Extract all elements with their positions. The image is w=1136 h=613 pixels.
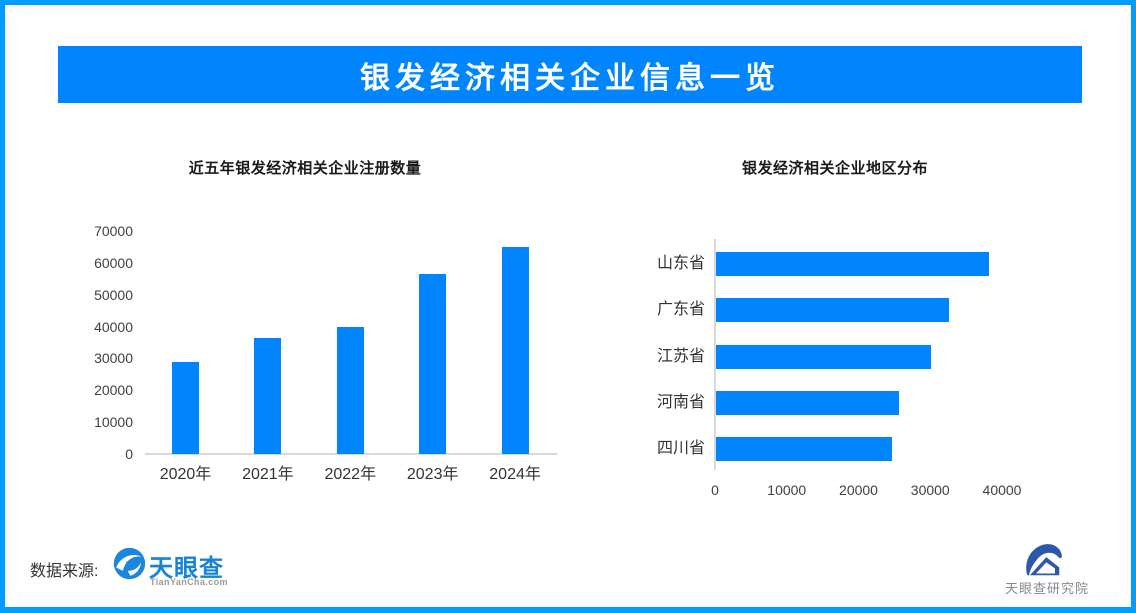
bar xyxy=(716,252,989,276)
bar xyxy=(716,437,892,462)
x-axis-category-label: 2022年 xyxy=(324,466,377,483)
chart2-title: 银发经济相关企业地区分布 xyxy=(741,160,928,177)
y-axis-tick-label: 60000 xyxy=(94,254,133,271)
x-axis-tick-label: 10000 xyxy=(767,482,807,498)
x-axis-tick-label: 0 xyxy=(711,482,719,498)
bar xyxy=(501,246,529,454)
x-axis-category-label: 2024年 xyxy=(489,466,541,483)
x-axis-category-label: 2020年 xyxy=(159,466,212,483)
x-axis-line xyxy=(145,453,557,455)
bar xyxy=(716,344,932,369)
chart1-title: 近五年银发经济相关企业注册数量 xyxy=(188,160,422,177)
title-banner: 银发经济相关企业信息一览 xyxy=(58,46,1082,103)
tianyancha-logo-url: TianYanCha.com xyxy=(150,577,228,587)
research-institute-logo-text: 天眼查研究院 xyxy=(1004,581,1089,596)
bar xyxy=(172,361,199,454)
y-axis-tick-label: 70000 xyxy=(94,223,133,239)
y-axis-tick-label: 30000 xyxy=(94,350,133,367)
bar xyxy=(336,326,364,454)
y-axis-tick-label: 0 xyxy=(125,446,133,462)
y-axis-category-label: 四川省 xyxy=(656,440,705,458)
y-axis-tick-label: 50000 xyxy=(94,286,133,303)
x-axis-category-label: 2021年 xyxy=(242,466,294,483)
research-institute-logo-icon xyxy=(1026,544,1062,576)
y-axis-tick-label: 40000 xyxy=(94,318,133,335)
page-title: 银发经济相关企业信息一览 xyxy=(360,61,780,95)
x-axis-tick-label: 20000 xyxy=(839,482,878,498)
y-axis-category-label: 江苏省 xyxy=(656,347,705,365)
bar xyxy=(716,390,899,415)
tianyancha-logo-text: 天眼查 xyxy=(149,555,224,582)
y-axis-line xyxy=(714,239,716,470)
y-axis-tick-label: 20000 xyxy=(94,382,133,399)
data-source-label: 数据来源: xyxy=(30,563,99,580)
y-axis-category-label: 广东省 xyxy=(656,301,705,319)
x-axis-tick-label: 30000 xyxy=(910,482,950,498)
y-axis-tick-label: 10000 xyxy=(94,414,133,431)
y-axis-category-label: 河南省 xyxy=(656,393,705,411)
tianyancha-logo-icon xyxy=(113,547,146,580)
bar xyxy=(254,337,282,454)
x-axis-tick-label: 40000 xyxy=(982,482,1022,498)
y-axis-category-label: 山东省 xyxy=(656,255,705,272)
x-axis-category-label: 2023年 xyxy=(406,466,459,483)
bar xyxy=(419,274,447,454)
bar xyxy=(716,298,950,323)
